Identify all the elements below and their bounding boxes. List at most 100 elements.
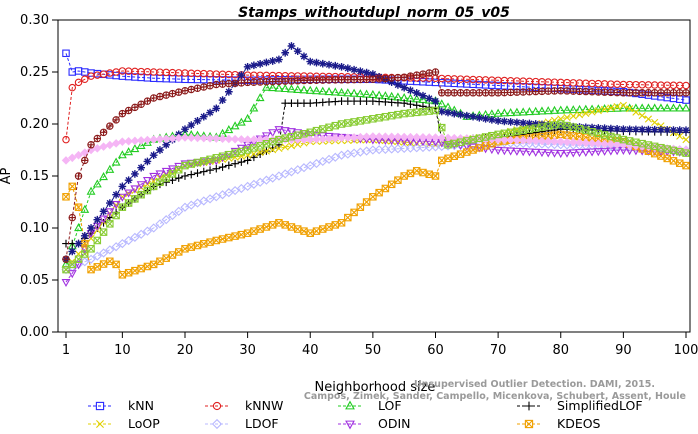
data-point-ldf bbox=[156, 92, 164, 101]
data-point-ldf bbox=[607, 88, 615, 97]
data-point-lof bbox=[274, 83, 284, 92]
data-point-cof bbox=[99, 207, 108, 216]
data-point-ldf bbox=[675, 89, 684, 97]
data-point-kdeos bbox=[106, 257, 114, 266]
data-point-lof bbox=[405, 93, 415, 102]
data-point-ldof bbox=[111, 242, 121, 252]
data-point-cof bbox=[575, 123, 584, 131]
data-point-cof bbox=[318, 59, 327, 68]
data-point-cof bbox=[118, 182, 127, 191]
data-point-ldf bbox=[137, 100, 145, 108]
data-point-simplifiedlof bbox=[218, 163, 227, 171]
data-point-odin bbox=[280, 127, 290, 136]
data-point-kdeos bbox=[256, 225, 264, 233]
data-point-fastabod bbox=[124, 136, 133, 146]
data-point-cof bbox=[400, 83, 409, 92]
y-tick-label: 0.05 bbox=[20, 273, 49, 288]
data-point-lof bbox=[368, 89, 378, 98]
data-point-kdeos bbox=[131, 266, 139, 275]
data-point-fastabod bbox=[569, 138, 578, 147]
data-point-odin bbox=[568, 149, 578, 158]
data-point-inflo bbox=[431, 106, 440, 115]
data-point-cof bbox=[525, 119, 534, 128]
data-point-cof bbox=[588, 123, 596, 132]
data-point-ldof bbox=[149, 223, 159, 233]
data-point-ldf bbox=[369, 75, 377, 84]
data-point-lof bbox=[349, 88, 359, 97]
data-point-cof bbox=[343, 64, 352, 73]
data-point-fastabod bbox=[431, 133, 440, 142]
data-point-cof bbox=[212, 104, 221, 113]
axis-layer: 0.00 0.05 0.10 0.15 0.20 0.25 0.30 1 10 20 30 40 50 6… bbox=[20, 13, 698, 358]
data-point-inflo bbox=[174, 166, 183, 174]
data-point-inflo bbox=[325, 123, 333, 132]
data-point-lof bbox=[324, 86, 334, 96]
data-point-cof bbox=[506, 118, 515, 126]
data-point-loop bbox=[575, 111, 584, 119]
data-point-fastabod bbox=[155, 134, 165, 144]
data-point-kdeos bbox=[331, 221, 340, 229]
data-point-lof bbox=[612, 103, 622, 112]
data-point-ldf bbox=[237, 79, 246, 87]
data-point-lof bbox=[99, 172, 109, 181]
data-point-ldf bbox=[174, 88, 183, 96]
data-point-cof bbox=[256, 60, 264, 68]
data-point-ldf bbox=[112, 116, 120, 124]
data-point-fastabod bbox=[381, 132, 390, 141]
data-point-kdeos bbox=[112, 260, 120, 269]
data-point-lof bbox=[261, 82, 271, 91]
x-tick-label: 60 bbox=[427, 343, 444, 358]
data-point-ldf bbox=[231, 79, 239, 87]
data-point-ldof bbox=[136, 229, 146, 239]
data-point-odin bbox=[287, 128, 296, 137]
data-point-fastabod bbox=[218, 134, 227, 144]
data-point-ldf bbox=[563, 87, 571, 95]
data-point-ldf bbox=[331, 76, 340, 84]
data-point-cof bbox=[632, 125, 640, 134]
legend-label: SimplifiedLOF bbox=[557, 398, 643, 413]
data-point-fastabod bbox=[180, 133, 190, 142]
data-point-lof bbox=[337, 87, 347, 96]
data-point-odin bbox=[575, 149, 584, 158]
data-point-ldf bbox=[162, 91, 170, 99]
data-point-odin bbox=[74, 261, 83, 270]
data-point-inflo bbox=[337, 120, 346, 128]
data-point-cof bbox=[300, 52, 308, 61]
data-point-ldf bbox=[312, 76, 321, 84]
data-point-ldof bbox=[412, 143, 422, 153]
data-point-cof bbox=[218, 96, 227, 104]
data-point-ldf bbox=[381, 74, 390, 83]
legend-item-odin: ODIN bbox=[338, 416, 411, 431]
data-point-ldf bbox=[412, 71, 421, 79]
data-point-fastabod bbox=[174, 133, 183, 143]
data-point-cof bbox=[74, 239, 83, 248]
data-point-fastabod bbox=[437, 133, 447, 142]
data-point-cof bbox=[293, 47, 302, 56]
data-point-kdeos bbox=[431, 172, 440, 180]
data-point-ldf bbox=[268, 77, 277, 86]
data-point-cof bbox=[619, 125, 628, 134]
data-point-ldf bbox=[87, 141, 95, 149]
data-point-cof bbox=[331, 61, 340, 70]
data-point-inflo bbox=[137, 190, 145, 199]
data-point-loop bbox=[563, 113, 571, 122]
data-point-kdeos bbox=[300, 227, 308, 235]
data-point-ldf bbox=[81, 156, 89, 165]
data-point-ldof bbox=[418, 142, 428, 153]
data-point-fastabod bbox=[337, 133, 346, 143]
data-point-simplifiedlof bbox=[212, 164, 221, 173]
data-point-loop bbox=[632, 108, 640, 116]
data-point-knnw bbox=[74, 78, 83, 87]
data-point-fastabod bbox=[105, 140, 115, 150]
data-point-cof bbox=[224, 87, 233, 96]
data-point-ldf bbox=[218, 80, 227, 88]
data-point-kdeos bbox=[456, 150, 465, 158]
data-point-cof bbox=[105, 199, 114, 207]
data-point-cof bbox=[131, 170, 139, 178]
watermark-authors: Campos, Zimek, Sander, Campello, Micenko… bbox=[304, 391, 686, 402]
data-point-ldf bbox=[500, 88, 509, 97]
data-point-cof bbox=[306, 57, 315, 66]
data-point-kdeos bbox=[362, 198, 371, 206]
data-point-kdeos bbox=[262, 223, 271, 231]
data-point-ldf bbox=[619, 89, 628, 97]
